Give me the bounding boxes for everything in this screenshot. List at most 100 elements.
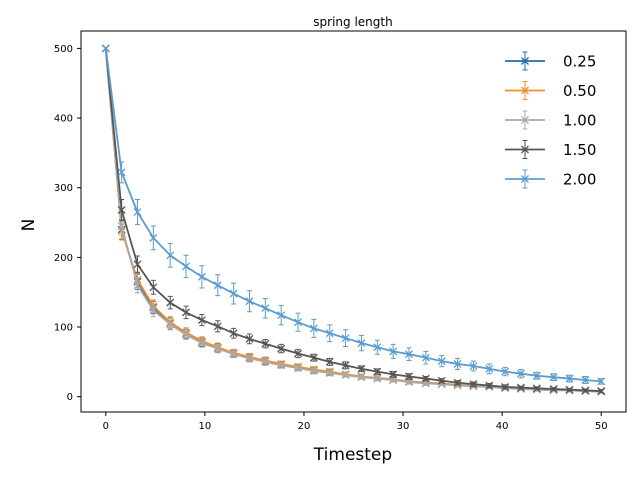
data-point — [294, 318, 302, 327]
legend-label: 1.00 — [563, 112, 596, 130]
y-tick-label: 100 — [54, 323, 73, 334]
data-point — [437, 376, 446, 385]
data-point — [261, 304, 270, 313]
data-point — [213, 281, 222, 290]
series-1.50 — [101, 44, 606, 396]
data-point — [549, 373, 558, 382]
legend-marker — [521, 116, 529, 124]
data-point — [437, 357, 446, 366]
data-point — [294, 349, 302, 358]
legend-entry: 0.25 — [505, 51, 596, 71]
data-point — [261, 357, 270, 366]
y-tick-label: 0 — [67, 392, 73, 403]
data-point — [373, 343, 382, 352]
data-point — [277, 361, 286, 370]
data-point — [389, 370, 398, 379]
data-point — [325, 369, 334, 377]
legend-label: 0.25 — [563, 53, 596, 71]
x-tick-label: 20 — [298, 421, 311, 432]
legend-label: 1.50 — [563, 141, 596, 159]
y-tick-label: 200 — [54, 253, 73, 264]
data-point — [405, 350, 413, 359]
data-point — [357, 364, 366, 373]
data-point — [149, 283, 158, 292]
data-point — [405, 372, 413, 381]
data-point — [453, 359, 462, 368]
data-point — [357, 373, 366, 382]
y-tick-label: 400 — [54, 114, 73, 125]
data-point — [469, 380, 478, 389]
series-1.00 — [101, 44, 606, 396]
data-point — [182, 308, 190, 317]
data-point — [565, 385, 574, 394]
data-point — [245, 297, 254, 306]
data-point — [501, 382, 510, 391]
data-point — [149, 306, 158, 315]
x-tick-label: 0 — [103, 421, 109, 432]
legend-entry: 1.50 — [505, 140, 596, 159]
data-point — [532, 371, 541, 380]
data-point — [389, 347, 398, 356]
x-tick-label: 40 — [496, 421, 509, 432]
legend-label: 2.00 — [563, 171, 596, 189]
data-point — [565, 374, 574, 383]
data-point — [309, 366, 318, 375]
legend-entry: 1.00 — [505, 110, 596, 130]
data-point — [182, 330, 190, 339]
data-point — [117, 222, 126, 230]
series-0.25 — [101, 44, 606, 396]
data-point — [373, 374, 382, 383]
data-point — [341, 361, 350, 370]
data-point — [453, 378, 462, 387]
data-point — [213, 344, 222, 353]
legend-marker — [521, 175, 529, 183]
data-point — [309, 353, 318, 362]
series-line — [104, 48, 602, 392]
data-point — [261, 339, 270, 348]
data-point — [597, 387, 606, 396]
data-point — [325, 329, 334, 338]
legend-marker — [521, 86, 529, 95]
data-point — [197, 272, 206, 281]
data-point — [245, 334, 254, 343]
series-2.00 — [101, 44, 606, 386]
data-point — [133, 260, 142, 269]
data-point — [373, 367, 382, 376]
data-point — [341, 371, 350, 380]
data-point — [149, 233, 158, 242]
data-point — [549, 385, 558, 393]
data-point — [469, 362, 478, 370]
x-tick-label: 10 — [198, 421, 211, 432]
data-point — [517, 383, 525, 392]
data-point — [501, 367, 510, 376]
data-point — [197, 316, 206, 325]
data-point — [294, 364, 302, 373]
x-tick-label: 30 — [397, 421, 410, 432]
data-point — [101, 44, 110, 53]
data-point — [485, 364, 494, 373]
y-tick-label: 300 — [54, 183, 73, 194]
data-point — [277, 311, 286, 320]
data-point — [245, 354, 254, 363]
series-layer — [101, 44, 606, 396]
data-point — [133, 281, 142, 290]
data-point — [357, 339, 366, 348]
x-axis-label: Timestep — [313, 445, 392, 465]
legend-label: 0.50 — [563, 82, 596, 100]
data-point — [485, 381, 494, 390]
plot-frame — [80, 30, 627, 413]
data-point — [166, 320, 175, 329]
data-point — [597, 377, 606, 386]
chart-title: spring length — [313, 15, 392, 29]
data-point — [182, 262, 190, 271]
data-point — [229, 329, 238, 338]
x-tick-label: 50 — [595, 421, 608, 432]
y-tick-label: 500 — [54, 44, 73, 55]
data-point — [117, 206, 126, 214]
data-point — [517, 369, 525, 378]
data-point — [341, 334, 350, 343]
data-point — [133, 208, 142, 217]
legend-entry: 2.00 — [505, 169, 596, 189]
